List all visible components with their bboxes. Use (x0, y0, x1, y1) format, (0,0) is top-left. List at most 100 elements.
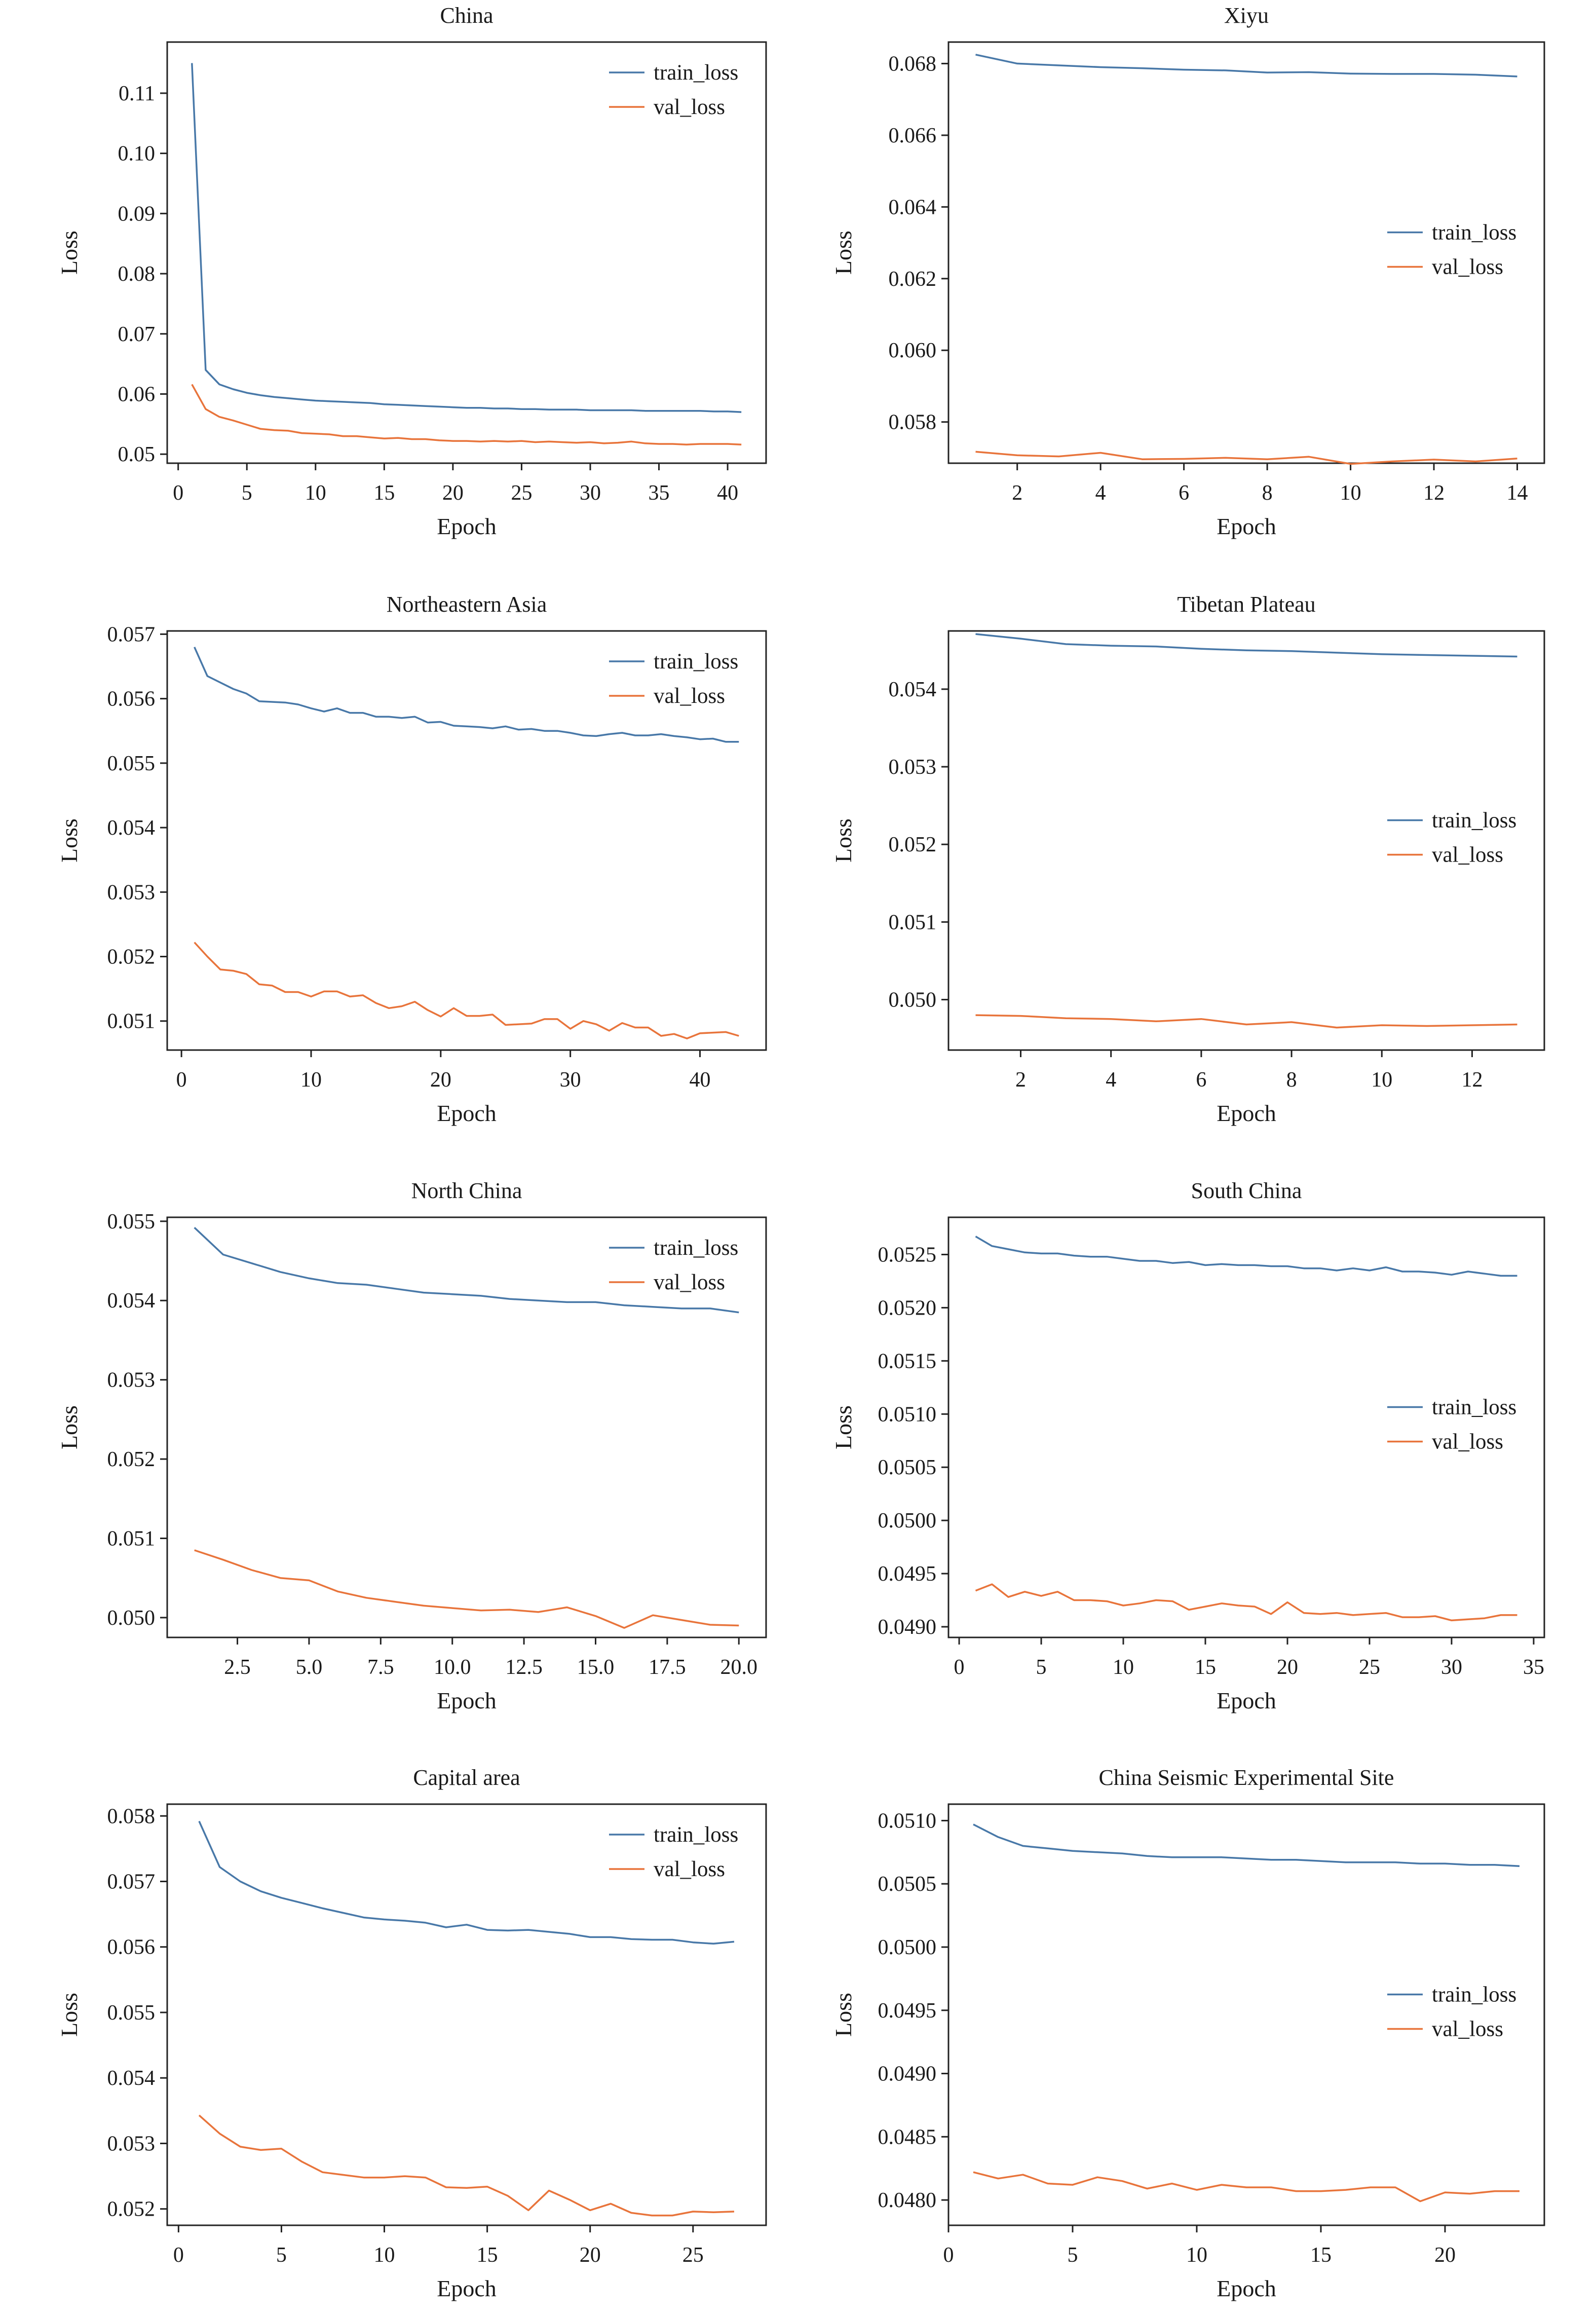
y-tick-label: 0.10 (118, 142, 156, 166)
series-line-train-loss (194, 1227, 739, 1314)
y-tick-label: 0.062 (889, 268, 937, 291)
chart-panel: China 0 5 10 15 20 25 30 35 40 0.05 0.06 0.07 0.08 0.0… (56, 3, 767, 539)
chart-panel: Tibetan Plateau 2 4 6 8 10 12 0.050 0.051 0.052 0.… (830, 592, 1545, 1126)
x-tick-label: 4 (1095, 481, 1106, 505)
legend-label: val_loss (654, 684, 725, 708)
y-tick-label: 0.053 (889, 756, 937, 779)
series-line-train-loss (975, 1236, 1517, 1277)
series-line-train-loss (194, 647, 739, 743)
x-tick-label: 5.0 (296, 1656, 323, 1679)
y-tick-label: 0.056 (107, 1936, 156, 1959)
y-tick-label: 0.08 (118, 263, 156, 286)
y-axis-label: Loss (56, 231, 82, 275)
x-tick-label: 17.5 (649, 1656, 686, 1679)
x-tick-label: 0 (954, 1656, 965, 1679)
series-line-val-loss (975, 1583, 1517, 1622)
legend-label: train_loss (654, 650, 738, 674)
chart-panel: China Seismic Experimental Site 0 5 10 15 20 0… (830, 1765, 1545, 2301)
y-tick-label: 0.057 (107, 623, 156, 646)
y-axis-label: Loss (830, 231, 856, 275)
y-tick-label: 0.052 (107, 1448, 156, 1471)
x-tick-label: 40 (717, 481, 738, 505)
x-tick-label: 15 (373, 481, 395, 505)
legend-label: val_loss (1432, 843, 1503, 867)
x-tick-label: 15 (1310, 2244, 1332, 2267)
x-tick-label: 30 (1441, 1656, 1462, 1679)
legend: train_loss val_loss (609, 1236, 738, 1294)
x-tick-label: 30 (580, 481, 601, 505)
legend-label: val_loss (654, 95, 725, 119)
y-tick-label: 0.051 (107, 1527, 156, 1550)
plot-frame (166, 1803, 767, 2226)
x-tick-label: 2 (1015, 1068, 1026, 1092)
y-tick-label: 0.055 (107, 2001, 156, 2025)
x-tick-label: 20 (1277, 1656, 1298, 1679)
x-axis-label: Epoch (437, 513, 497, 539)
chart-title: North China (411, 1178, 522, 1203)
chart-panel: Xiyu 2 4 6 8 10 12 14 0.058 0.060 0.062 0.064 0.066 0… (830, 3, 1545, 539)
x-tick-label: 20 (430, 1068, 451, 1092)
y-tick-label: 0.068 (889, 52, 937, 76)
legend-label: train_loss (654, 1236, 738, 1260)
y-tick-label: 0.0485 (878, 2125, 937, 2149)
y-tick-label: 0.057 (107, 1871, 156, 1894)
x-axis-label: Epoch (437, 1100, 497, 1126)
series-line-val-loss (975, 451, 1517, 465)
chart-title: Xiyu (1224, 3, 1269, 28)
y-tick-label: 0.053 (107, 2132, 156, 2155)
x-tick-label: 10 (1371, 1068, 1392, 1092)
y-tick-label: 0.051 (889, 911, 937, 934)
y-tick-label: 0.05 (118, 443, 156, 466)
legend-label: train_loss (1432, 809, 1516, 833)
y-tick-label: 0.051 (107, 1010, 156, 1033)
x-tick-label: 25 (511, 481, 532, 505)
series-line-train-loss (198, 1820, 735, 1945)
x-axis-label: Epoch (437, 1688, 497, 1713)
y-tick-label: 0.053 (107, 881, 156, 904)
y-tick-label: 0.11 (119, 82, 155, 105)
chart-panel: Northeastern Asia 0 10 20 30 40 0.051 0.052 0.05… (56, 592, 767, 1126)
x-tick-label: 0 (943, 2244, 954, 2267)
chart-title: South China (1191, 1178, 1302, 1203)
legend: train_loss val_loss (609, 1823, 738, 1881)
y-tick-label: 0.055 (107, 752, 156, 775)
legend: train_loss val_loss (1387, 809, 1516, 867)
y-tick-label: 0.055 (107, 1210, 156, 1234)
y-axis-label: Loss (56, 1993, 82, 2037)
y-tick-label: 0.054 (107, 1289, 156, 1313)
legend: train_loss val_loss (1387, 221, 1516, 279)
y-tick-label: 0.0490 (878, 2063, 937, 2086)
chart-title: China (440, 3, 493, 28)
x-tick-label: 8 (1262, 481, 1273, 505)
series-line-val-loss (194, 942, 739, 1039)
y-axis-label: Loss (830, 1405, 856, 1449)
y-tick-label: 0.07 (118, 323, 156, 346)
plot-frame (166, 1216, 767, 1638)
y-tick-label: 0.056 (107, 688, 156, 711)
y-tick-label: 0.058 (107, 1805, 156, 1828)
legend-label: val_loss (654, 1271, 725, 1294)
y-tick-label: 0.050 (107, 1607, 156, 1630)
chart-title: Tibetan Plateau (1177, 592, 1315, 617)
y-axis-label: Loss (56, 818, 82, 863)
x-axis-label: Epoch (1217, 1688, 1276, 1713)
x-tick-label: 7.5 (367, 1656, 394, 1679)
y-tick-label: 0.060 (889, 339, 937, 362)
y-tick-label: 0.0500 (878, 1509, 937, 1533)
y-tick-label: 0.058 (889, 411, 937, 434)
x-axis-label: Epoch (1217, 513, 1276, 539)
x-tick-label: 4 (1106, 1068, 1116, 1092)
x-tick-label: 14 (1507, 481, 1528, 505)
x-tick-label: 2.5 (224, 1656, 251, 1679)
series-line-val-loss (198, 2114, 735, 2217)
y-tick-label: 0.0500 (878, 1936, 937, 1959)
y-tick-label: 0.09 (118, 202, 156, 226)
y-tick-label: 0.054 (889, 678, 937, 701)
x-tick-label: 40 (690, 1068, 711, 1092)
legend-label: train_loss (654, 1823, 738, 1847)
x-tick-label: 35 (649, 481, 670, 505)
plot-frame (947, 1216, 1545, 1638)
x-tick-label: 0 (176, 1068, 187, 1092)
series-line-val-loss (975, 1014, 1517, 1029)
y-tick-label: 0.0495 (878, 1562, 937, 1586)
